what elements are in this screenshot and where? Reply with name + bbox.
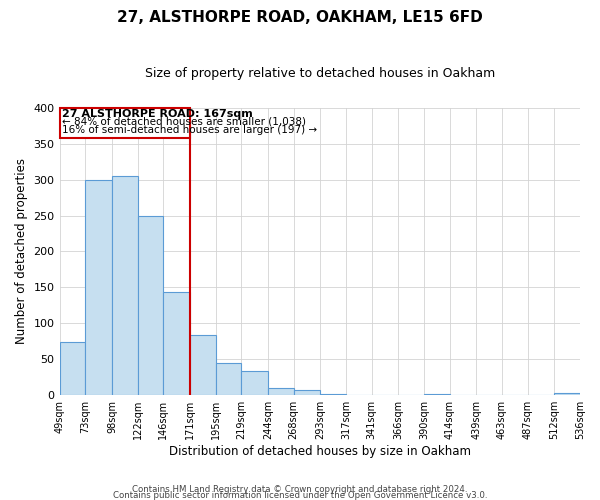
Bar (293, 390, 320, 394)
Text: Contains public sector information licensed under the Open Government Licence v3: Contains public sector information licen… (113, 490, 487, 500)
Bar (112, 176, 137, 394)
Bar (190, 335, 215, 394)
Text: 27, ALSTHORPE ROAD, OAKHAM, LE15 6FD: 27, ALSTHORPE ROAD, OAKHAM, LE15 6FD (117, 10, 483, 25)
Bar (137, 216, 163, 394)
Bar (241, 371, 268, 394)
X-axis label: Distribution of detached houses by size in Oakham: Distribution of detached houses by size … (169, 444, 471, 458)
Title: Size of property relative to detached houses in Oakham: Size of property relative to detached ho… (145, 68, 495, 80)
Text: 16% of semi-detached houses are larger (197) →: 16% of semi-detached houses are larger (… (62, 124, 317, 134)
Text: ← 84% of detached houses are smaller (1,038): ← 84% of detached houses are smaller (1,… (62, 116, 305, 126)
Bar (59, 342, 85, 394)
Bar (85, 180, 112, 394)
Y-axis label: Number of detached properties: Number of detached properties (15, 158, 28, 344)
Bar (215, 363, 241, 394)
Text: Contains HM Land Registry data © Crown copyright and database right 2024.: Contains HM Land Registry data © Crown c… (132, 484, 468, 494)
Text: 27 ALSTHORPE ROAD: 167sqm: 27 ALSTHORPE ROAD: 167sqm (62, 109, 253, 119)
Bar (268, 388, 293, 394)
Bar (163, 292, 190, 395)
FancyBboxPatch shape (59, 108, 190, 138)
